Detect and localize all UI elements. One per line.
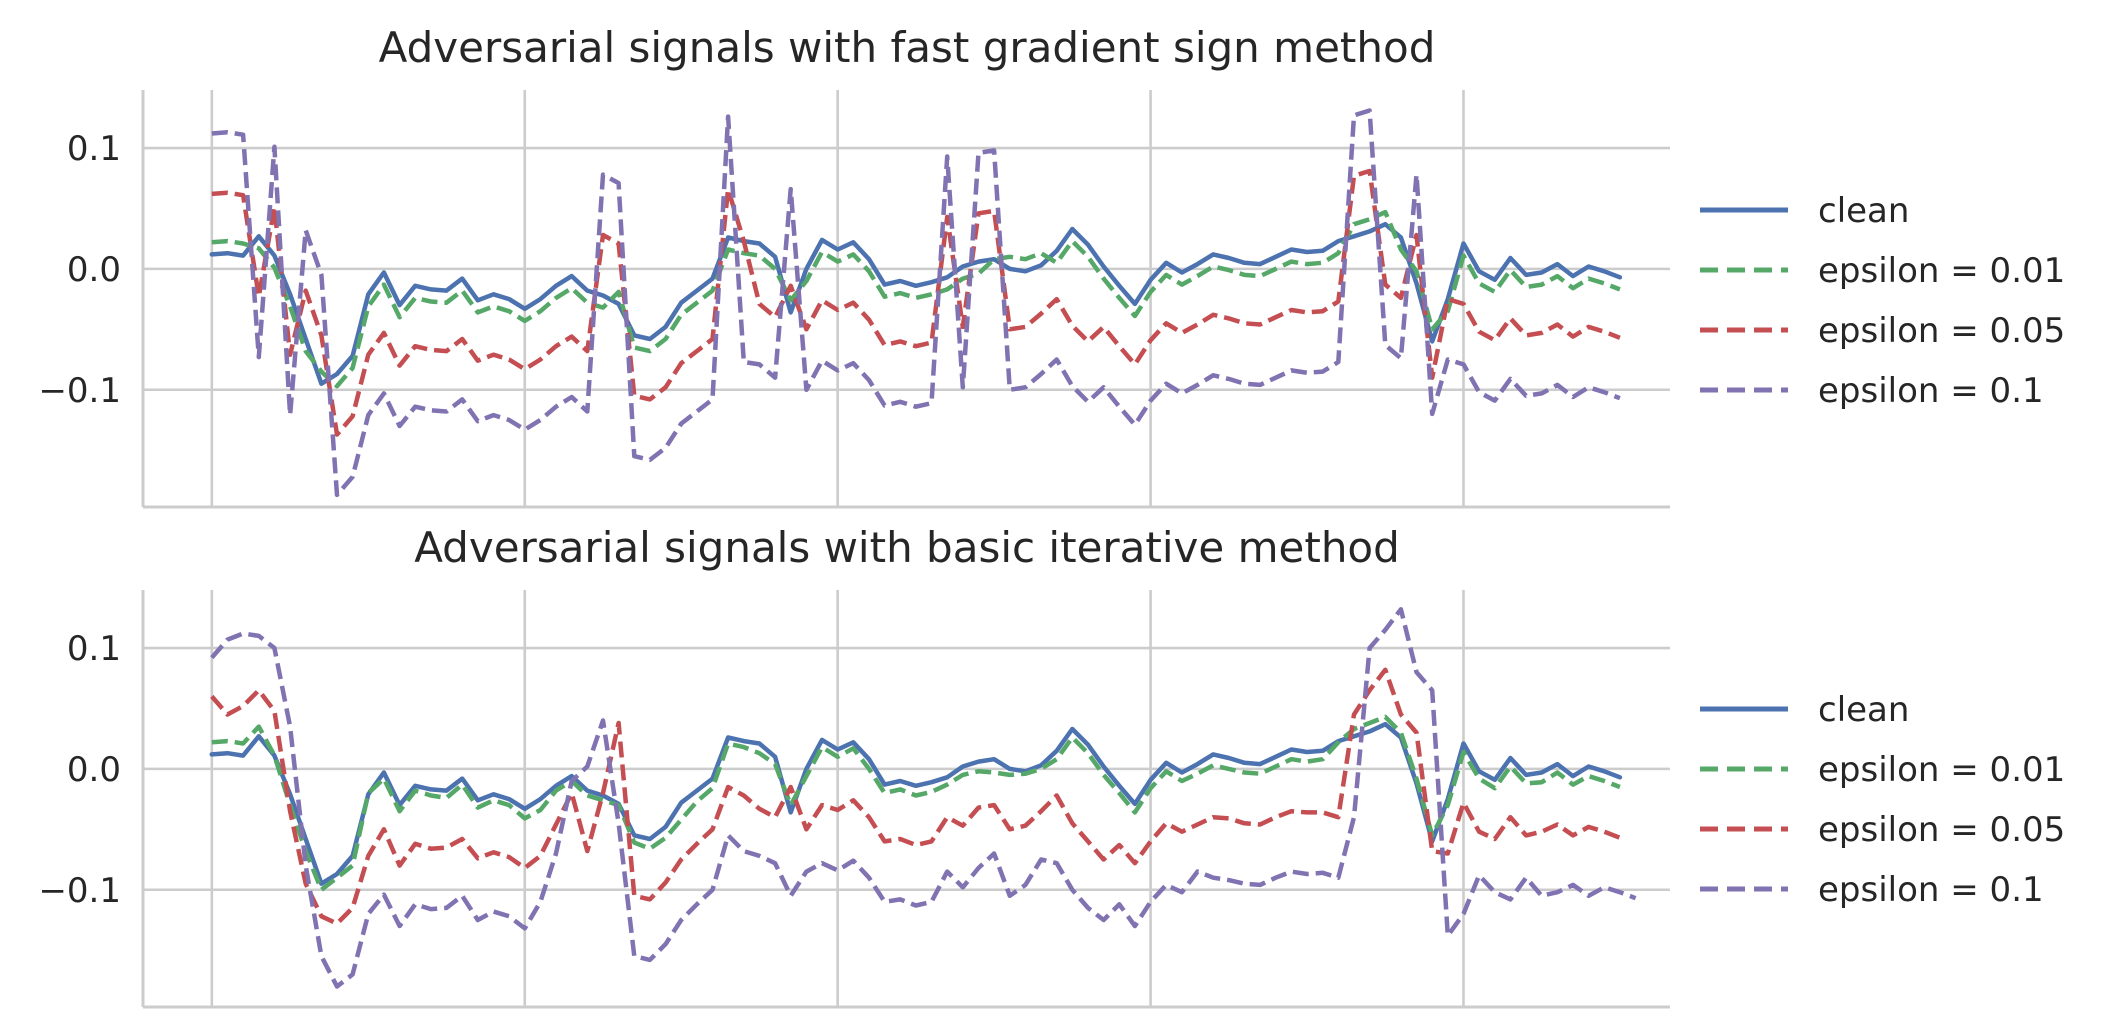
series-line-clean bbox=[209, 221, 1623, 386]
series-lines-fgsm bbox=[209, 108, 1623, 498]
series-lines-bim bbox=[209, 607, 1637, 989]
series-line-epsilon-0-05 bbox=[211, 168, 1621, 437]
legend-label-eps-0-1: epsilon = 0.1 bbox=[1818, 371, 2044, 411]
y-tick-label-0-0: 0.0 bbox=[67, 250, 121, 290]
series-line-epsilon-0-05 bbox=[210, 667, 1621, 926]
legend-label-eps-0-01: epsilon = 0.01 bbox=[1818, 251, 2065, 291]
series-line-epsilon-0-1 bbox=[211, 108, 1621, 498]
axes-bim bbox=[141, 590, 1670, 1009]
series-line-epsilon-0-01 bbox=[211, 209, 1621, 389]
chart-panel-bim: Adversarial signals with basic iterative… bbox=[38, 523, 2065, 1009]
legend-label-eps-0-05: epsilon = 0.05 bbox=[1818, 311, 2065, 351]
y-tick-label-0-0: 0.0 bbox=[67, 750, 121, 790]
gridlines-bim bbox=[143, 590, 1670, 1007]
y-tick-label-0-1: 0.1 bbox=[67, 629, 121, 669]
legend-label-clean: clean bbox=[1818, 191, 1909, 231]
chart-title-bim: Adversarial signals with basic iterative… bbox=[414, 523, 1400, 572]
axes-fgsm bbox=[141, 90, 1670, 509]
y-tick-labels-fgsm: −0.1 0.0 0.1 bbox=[38, 129, 121, 411]
chart-panel-fgsm: Adversarial signals with fast gradient s… bbox=[38, 23, 2065, 509]
series-line-epsilon-0-1 bbox=[210, 607, 1637, 989]
y-tick-labels-bim: −0.1 0.0 0.1 bbox=[38, 629, 121, 911]
legend-fgsm: clean epsilon = 0.01 epsilon = 0.05 epsi… bbox=[1700, 191, 2065, 411]
chart-title-fgsm: Adversarial signals with fast gradient s… bbox=[379, 23, 1436, 72]
legend-bim: clean epsilon = 0.01 epsilon = 0.05 epsi… bbox=[1700, 690, 2065, 910]
legend-label-eps-0-01: epsilon = 0.01 bbox=[1818, 750, 2065, 790]
y-tick-label-neg-0-1: −0.1 bbox=[38, 371, 121, 411]
legend-label-clean: clean bbox=[1818, 690, 1909, 730]
series-line-clean bbox=[209, 721, 1623, 886]
series-line-epsilon-0-01 bbox=[211, 714, 1621, 893]
legend-label-eps-0-05: epsilon = 0.05 bbox=[1818, 810, 2065, 850]
y-tick-label-neg-0-1: −0.1 bbox=[38, 871, 121, 911]
gridlines-fgsm bbox=[143, 90, 1670, 507]
legend-label-eps-0-1: epsilon = 0.1 bbox=[1818, 870, 2044, 910]
y-tick-label-0-1: 0.1 bbox=[67, 129, 121, 169]
